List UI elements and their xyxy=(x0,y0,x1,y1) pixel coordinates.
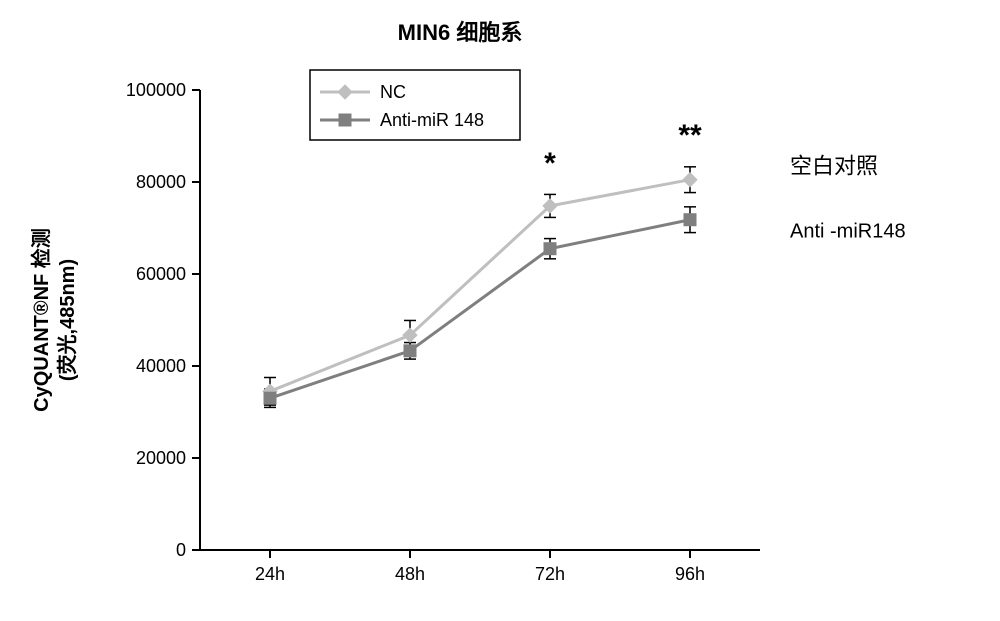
y-tick-label: 60000 xyxy=(136,264,186,284)
legend-label-anti: Anti-miR 148 xyxy=(380,110,484,130)
svg-text:CyQUANT®NF 检测: CyQUANT®NF 检测 xyxy=(29,228,53,412)
x-tick-label: 96h xyxy=(675,564,705,584)
significance-mark: * xyxy=(544,147,556,180)
marker-square xyxy=(544,243,556,255)
y-tick-label: 40000 xyxy=(136,356,186,376)
marker-square xyxy=(339,114,351,126)
chart-title: MIN6 细胞系 xyxy=(398,20,523,45)
chart-svg: MIN6 细胞系 0 20000 40000 60000 80000 100000 24h 48… xyxy=(0,0,1000,621)
series-annotation-nc: 空白对照 xyxy=(790,154,878,179)
y-tick-label: 0 xyxy=(176,540,186,560)
y-tick-label: 100000 xyxy=(126,80,186,100)
marker-square xyxy=(684,214,696,226)
legend-label-nc: NC xyxy=(380,82,406,102)
marker-square xyxy=(264,392,276,404)
marker-square xyxy=(404,345,416,357)
x-tick-label: 48h xyxy=(395,564,425,584)
x-tick-label: 24h xyxy=(255,564,285,584)
chart-container: MIN6 细胞系 0 20000 40000 60000 80000 100000 24h 48… xyxy=(0,0,1000,621)
x-tick-label: 72h xyxy=(535,564,565,584)
y-tick-label: 80000 xyxy=(136,172,186,192)
series-annotation-anti: Anti -miR148 xyxy=(790,221,906,243)
svg-text:(荧光,485nm): (荧光,485nm) xyxy=(55,259,79,381)
significance-mark: ** xyxy=(678,119,702,152)
y-tick-label: 20000 xyxy=(136,448,186,468)
